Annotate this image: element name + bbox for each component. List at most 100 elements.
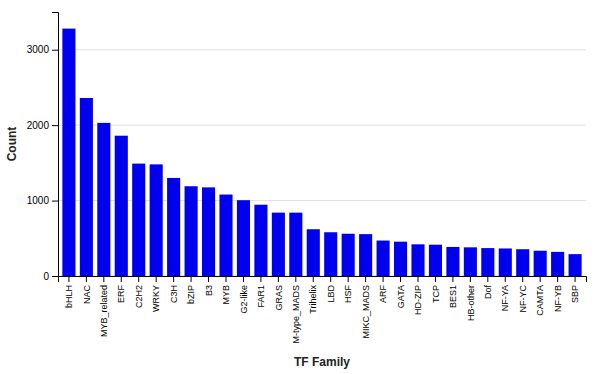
- x-tick-mark: [86, 276, 87, 282]
- x-tick-label: C2H2: [134, 285, 144, 308]
- x-tick: MYB: [221, 276, 231, 305]
- x-tick: LBD: [326, 276, 336, 303]
- bar: [481, 248, 494, 276]
- x-tick-mark: [68, 276, 69, 282]
- x-tick-mark: [575, 276, 576, 282]
- bar: [516, 249, 529, 276]
- bars: [62, 29, 581, 276]
- x-tick: SBP: [570, 276, 580, 303]
- bar: [272, 213, 285, 276]
- x-tick-mark: [278, 276, 279, 282]
- bar: [289, 213, 302, 276]
- bar: [499, 248, 512, 276]
- x-tick-label: FAR1: [256, 285, 266, 308]
- x-tick-mark: [173, 276, 174, 282]
- x-tick-mark: [470, 276, 471, 282]
- x-tick: CAMTA: [535, 276, 545, 316]
- x-tick-mark: [243, 276, 244, 282]
- bar: [551, 252, 564, 276]
- x-tick-label: NF-YA: [500, 285, 510, 311]
- x-tick: NF-YC: [518, 276, 528, 313]
- x-tick: MYB_related: [99, 276, 109, 337]
- bar: [307, 229, 320, 276]
- bar: [219, 195, 232, 276]
- bar: [97, 123, 110, 276]
- x-tick-mark: [295, 276, 296, 282]
- x-tick-label: BES1: [448, 285, 458, 308]
- x-tick-label: HSF: [343, 284, 353, 303]
- bar: [359, 234, 372, 276]
- bar: [411, 244, 424, 276]
- x-tick: G2-like: [239, 276, 249, 314]
- x-tick: M-type_MADS: [291, 276, 301, 344]
- x-tick-mark: [156, 276, 157, 282]
- y-tick-mark: [52, 276, 58, 277]
- bar: [377, 241, 390, 276]
- chart-svg: 0100020003000bHLHNACMYB_relatedERFC2H2WR…: [0, 0, 600, 374]
- bar: [115, 136, 128, 276]
- x-tick: ARF: [378, 276, 388, 303]
- x-tick-mark: [138, 276, 139, 282]
- bar: [237, 200, 250, 276]
- x-tick-mark: [348, 276, 349, 282]
- y-tick: 1000: [27, 195, 58, 206]
- bar: [324, 232, 337, 276]
- x-tick: Dof: [483, 276, 493, 299]
- x-tick-mark: [313, 276, 314, 282]
- x-tick-mark: [505, 276, 506, 282]
- y-tick: 0: [43, 271, 58, 282]
- x-tick: NAC: [82, 276, 92, 304]
- x-tick-label: GRAS: [274, 285, 284, 311]
- y-tick-mark: [52, 201, 58, 202]
- x-tick: FAR1: [256, 276, 266, 308]
- x-tick-label: SBP: [570, 285, 580, 303]
- y-tick-label: 3000: [27, 44, 50, 55]
- x-tick-mark: [330, 276, 331, 282]
- grid-line: [58, 125, 586, 126]
- x-tick-mark: [103, 276, 104, 282]
- bar: [132, 164, 145, 276]
- x-tick-label: bZIP: [186, 285, 196, 304]
- x-tick: MIKC_MADS: [361, 276, 371, 339]
- bar: [464, 247, 477, 276]
- x-tick: GRAS: [274, 276, 284, 311]
- x-tick-label: Dof: [483, 285, 493, 300]
- x-tick: C2H2: [134, 276, 144, 308]
- x-tick-label: bHLH: [64, 285, 74, 308]
- x-tick-label: NF-YB: [553, 285, 563, 312]
- x-tick-label: B3: [204, 285, 214, 296]
- x-tick: WRKY: [151, 276, 161, 312]
- x-tick-mark: [208, 276, 209, 282]
- x-tick-mark: [522, 276, 523, 282]
- bar: [202, 187, 215, 276]
- y-tick: 3000: [27, 44, 58, 55]
- x-tick-label: CAMTA: [535, 285, 545, 316]
- x-tick-label: ARF: [378, 284, 388, 303]
- bar: [150, 164, 163, 276]
- x-tick: NF-YB: [553, 276, 563, 312]
- x-tick-label: MIKC_MADS: [361, 285, 371, 339]
- x-axis-title: TF Family: [294, 355, 350, 369]
- plot: 0100020003000bHLHNACMYB_relatedERFC2H2WR…: [27, 13, 587, 344]
- x-tick-label: M-type_MADS: [291, 285, 301, 344]
- x-tick: Trihelix: [308, 276, 318, 314]
- x-tick: C3H: [169, 276, 179, 303]
- x-tick-label: MYB_related: [99, 285, 109, 337]
- y-axis-title: Count: [5, 127, 19, 162]
- x-tick-mark: [226, 276, 227, 282]
- chart-container: 0100020003000bHLHNACMYB_relatedERFC2H2WR…: [0, 0, 600, 374]
- grid-line: [58, 49, 586, 50]
- bar: [569, 254, 582, 276]
- x-tick-label: Trihelix: [308, 285, 318, 314]
- x-tick: B3: [204, 276, 214, 296]
- y-tick: 2000: [27, 120, 58, 131]
- x-tick-label: HB-other: [466, 285, 476, 321]
- bar: [342, 234, 355, 276]
- x-tick-label: HD-ZIP: [413, 285, 423, 315]
- x-tick-mark: [487, 276, 488, 282]
- x-tick-label: LBD: [326, 285, 336, 303]
- x-tick-mark: [121, 276, 122, 282]
- x-tick-label: C3H: [169, 285, 179, 303]
- x-tick-mark: [191, 276, 192, 282]
- x-tick: bZIP: [186, 276, 196, 304]
